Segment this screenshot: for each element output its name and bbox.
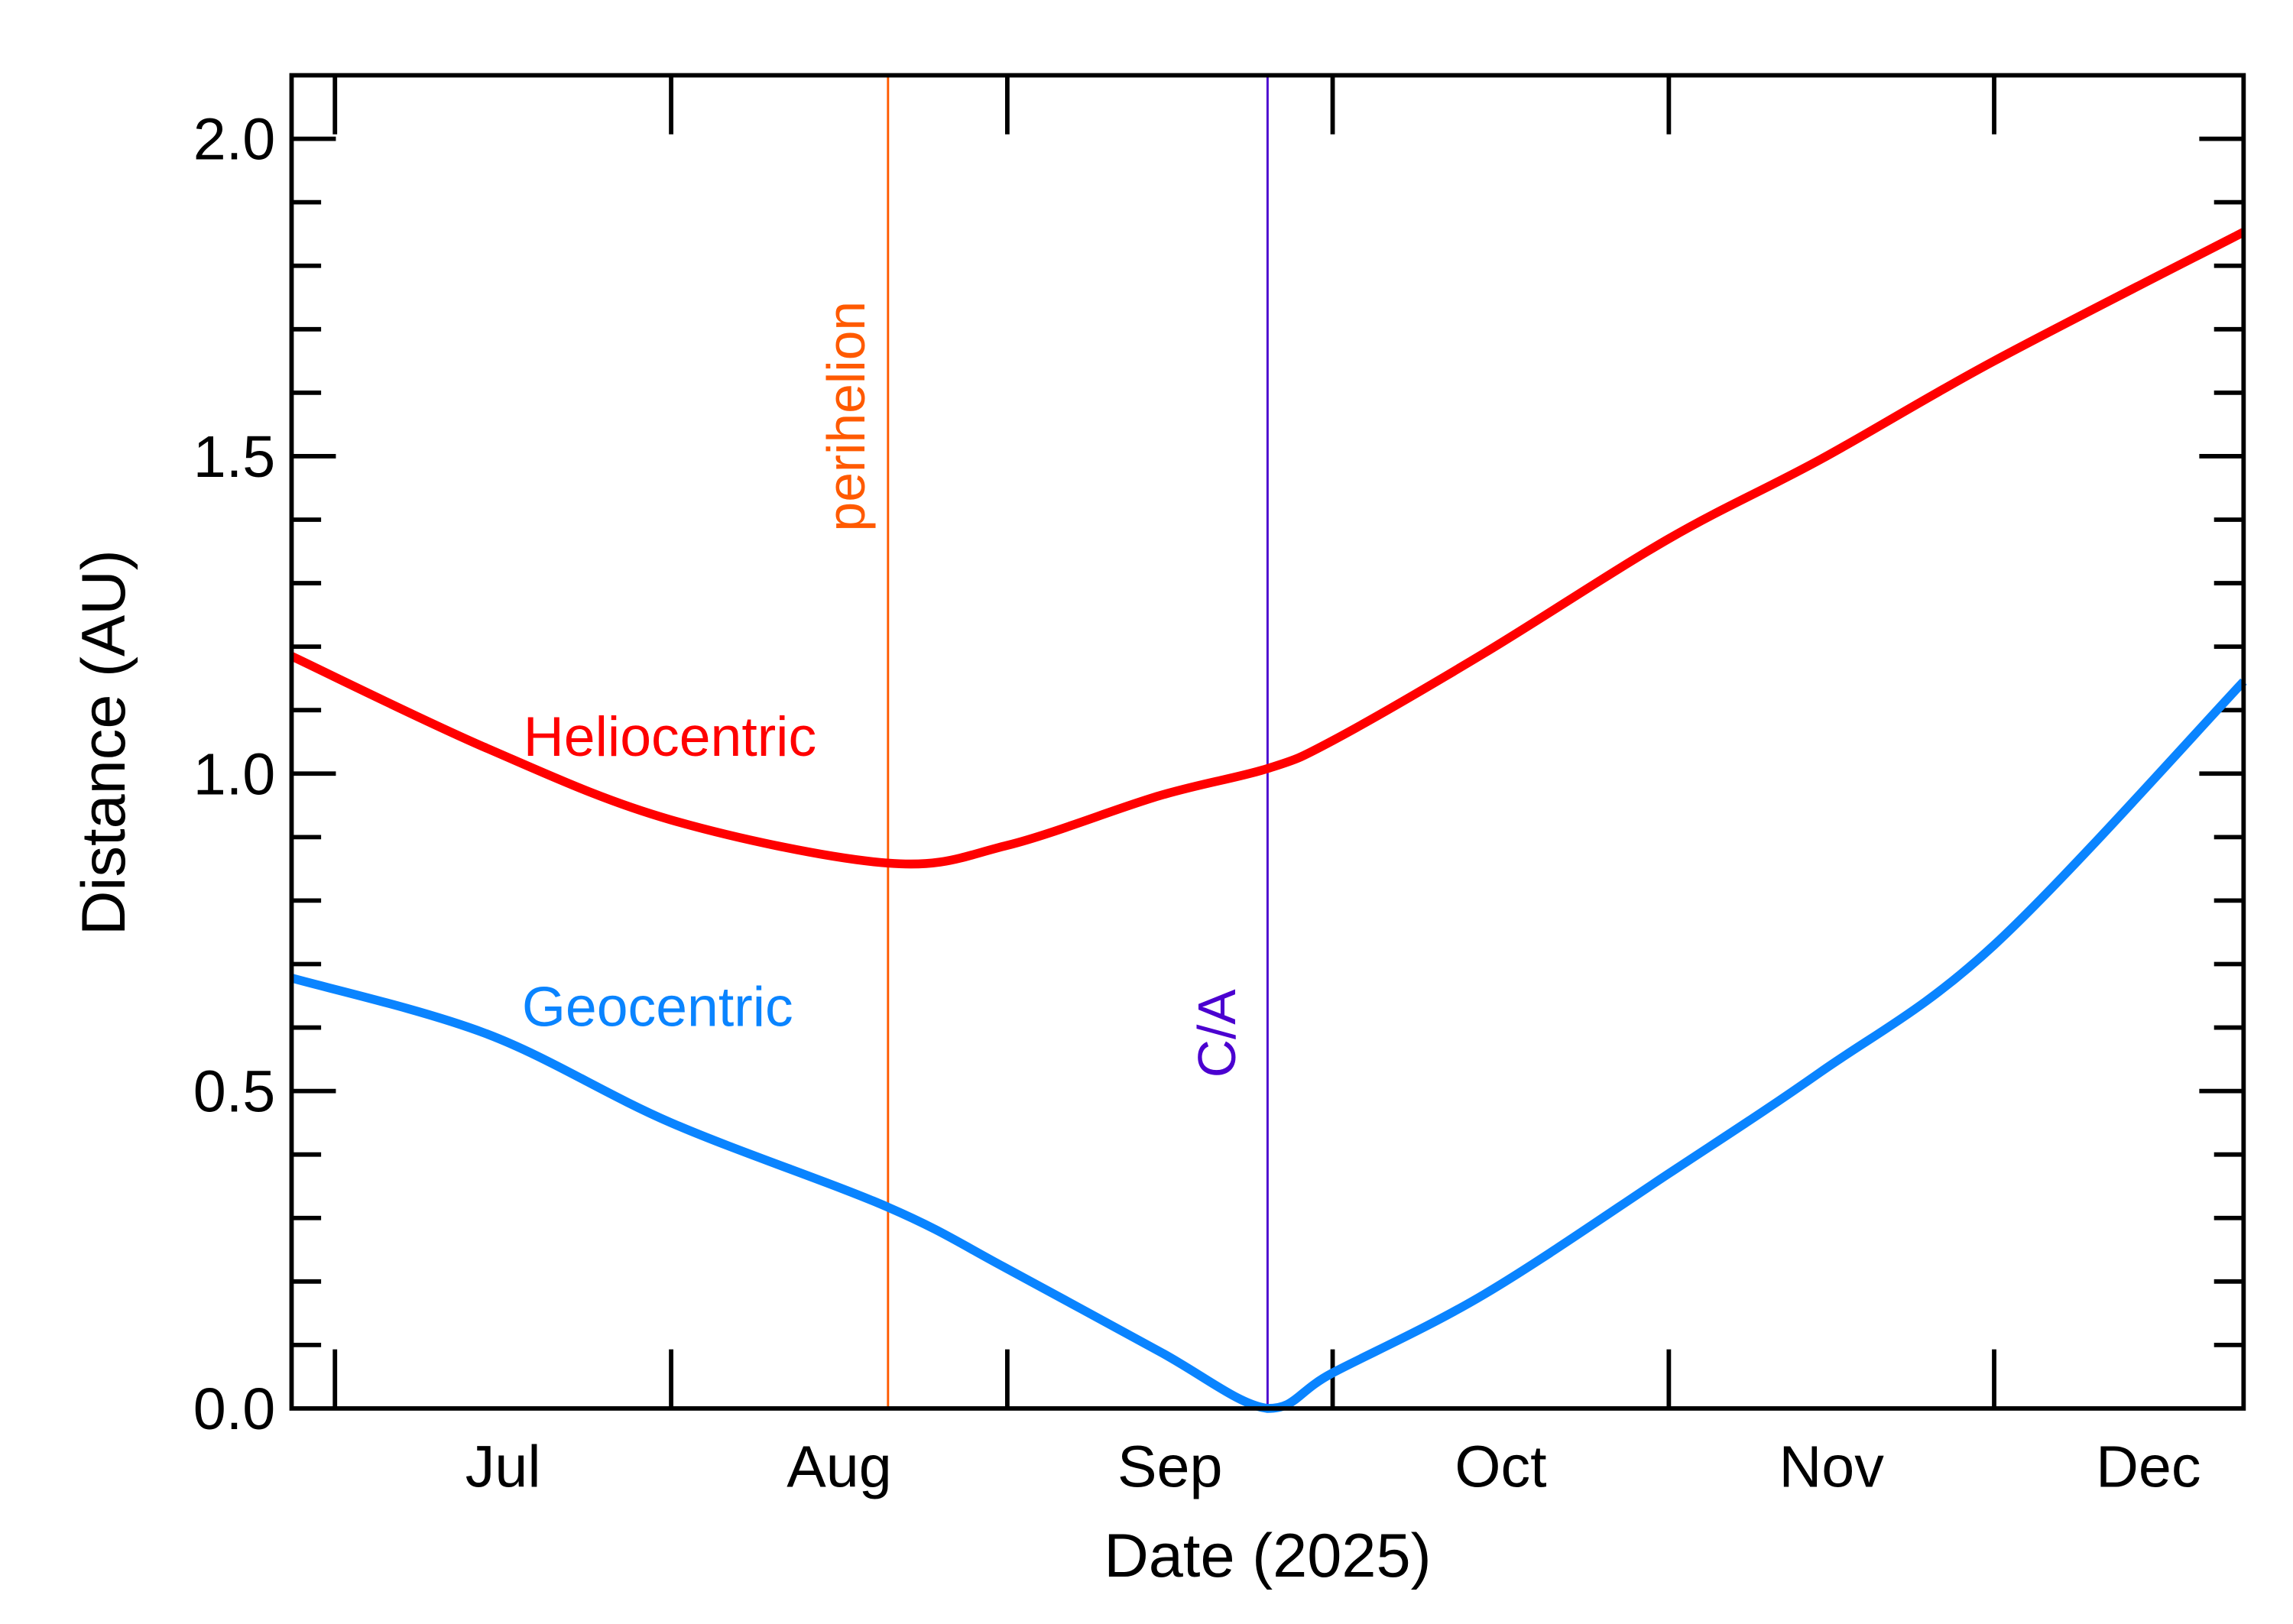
y-tick-labels: 0.0 0.5 1.0 1.5 2.0 xyxy=(193,107,275,1442)
y-tick-label: 1.0 xyxy=(193,741,275,807)
plot-frame xyxy=(289,73,2246,1411)
x-axis-title: Date (2025) xyxy=(1104,1522,1431,1590)
axis-ticks xyxy=(291,75,2244,1408)
annotation-ca: C/A xyxy=(1187,989,1247,1078)
annotation-perihelion: perihelion xyxy=(816,301,876,532)
y-tick-label: 2.0 xyxy=(193,107,275,173)
y-tick-label: 1.5 xyxy=(193,424,275,490)
x-tick-label: Dec xyxy=(2096,1434,2201,1499)
y-tick-label: 0.0 xyxy=(193,1376,275,1442)
x-tick-label: Jul xyxy=(465,1434,541,1499)
event-lines xyxy=(887,75,1269,1408)
y-axis-title: Distance (AU) xyxy=(70,549,138,935)
x-tick-label: Nov xyxy=(1779,1434,1884,1499)
x-tick-label: Sep xyxy=(1117,1434,1222,1499)
y-tick-label: 0.5 xyxy=(193,1059,275,1125)
series-line-heliocentric xyxy=(290,228,2246,869)
x-tick-labels: Jul Aug Sep Oct Nov Dec xyxy=(465,1434,2201,1499)
x-tick-label: Oct xyxy=(1455,1434,1546,1499)
series-label-geocentric: Geocentric xyxy=(522,976,793,1039)
x-tick-label: Aug xyxy=(786,1434,891,1499)
series-label-heliocentric: Heliocentric xyxy=(524,705,816,768)
